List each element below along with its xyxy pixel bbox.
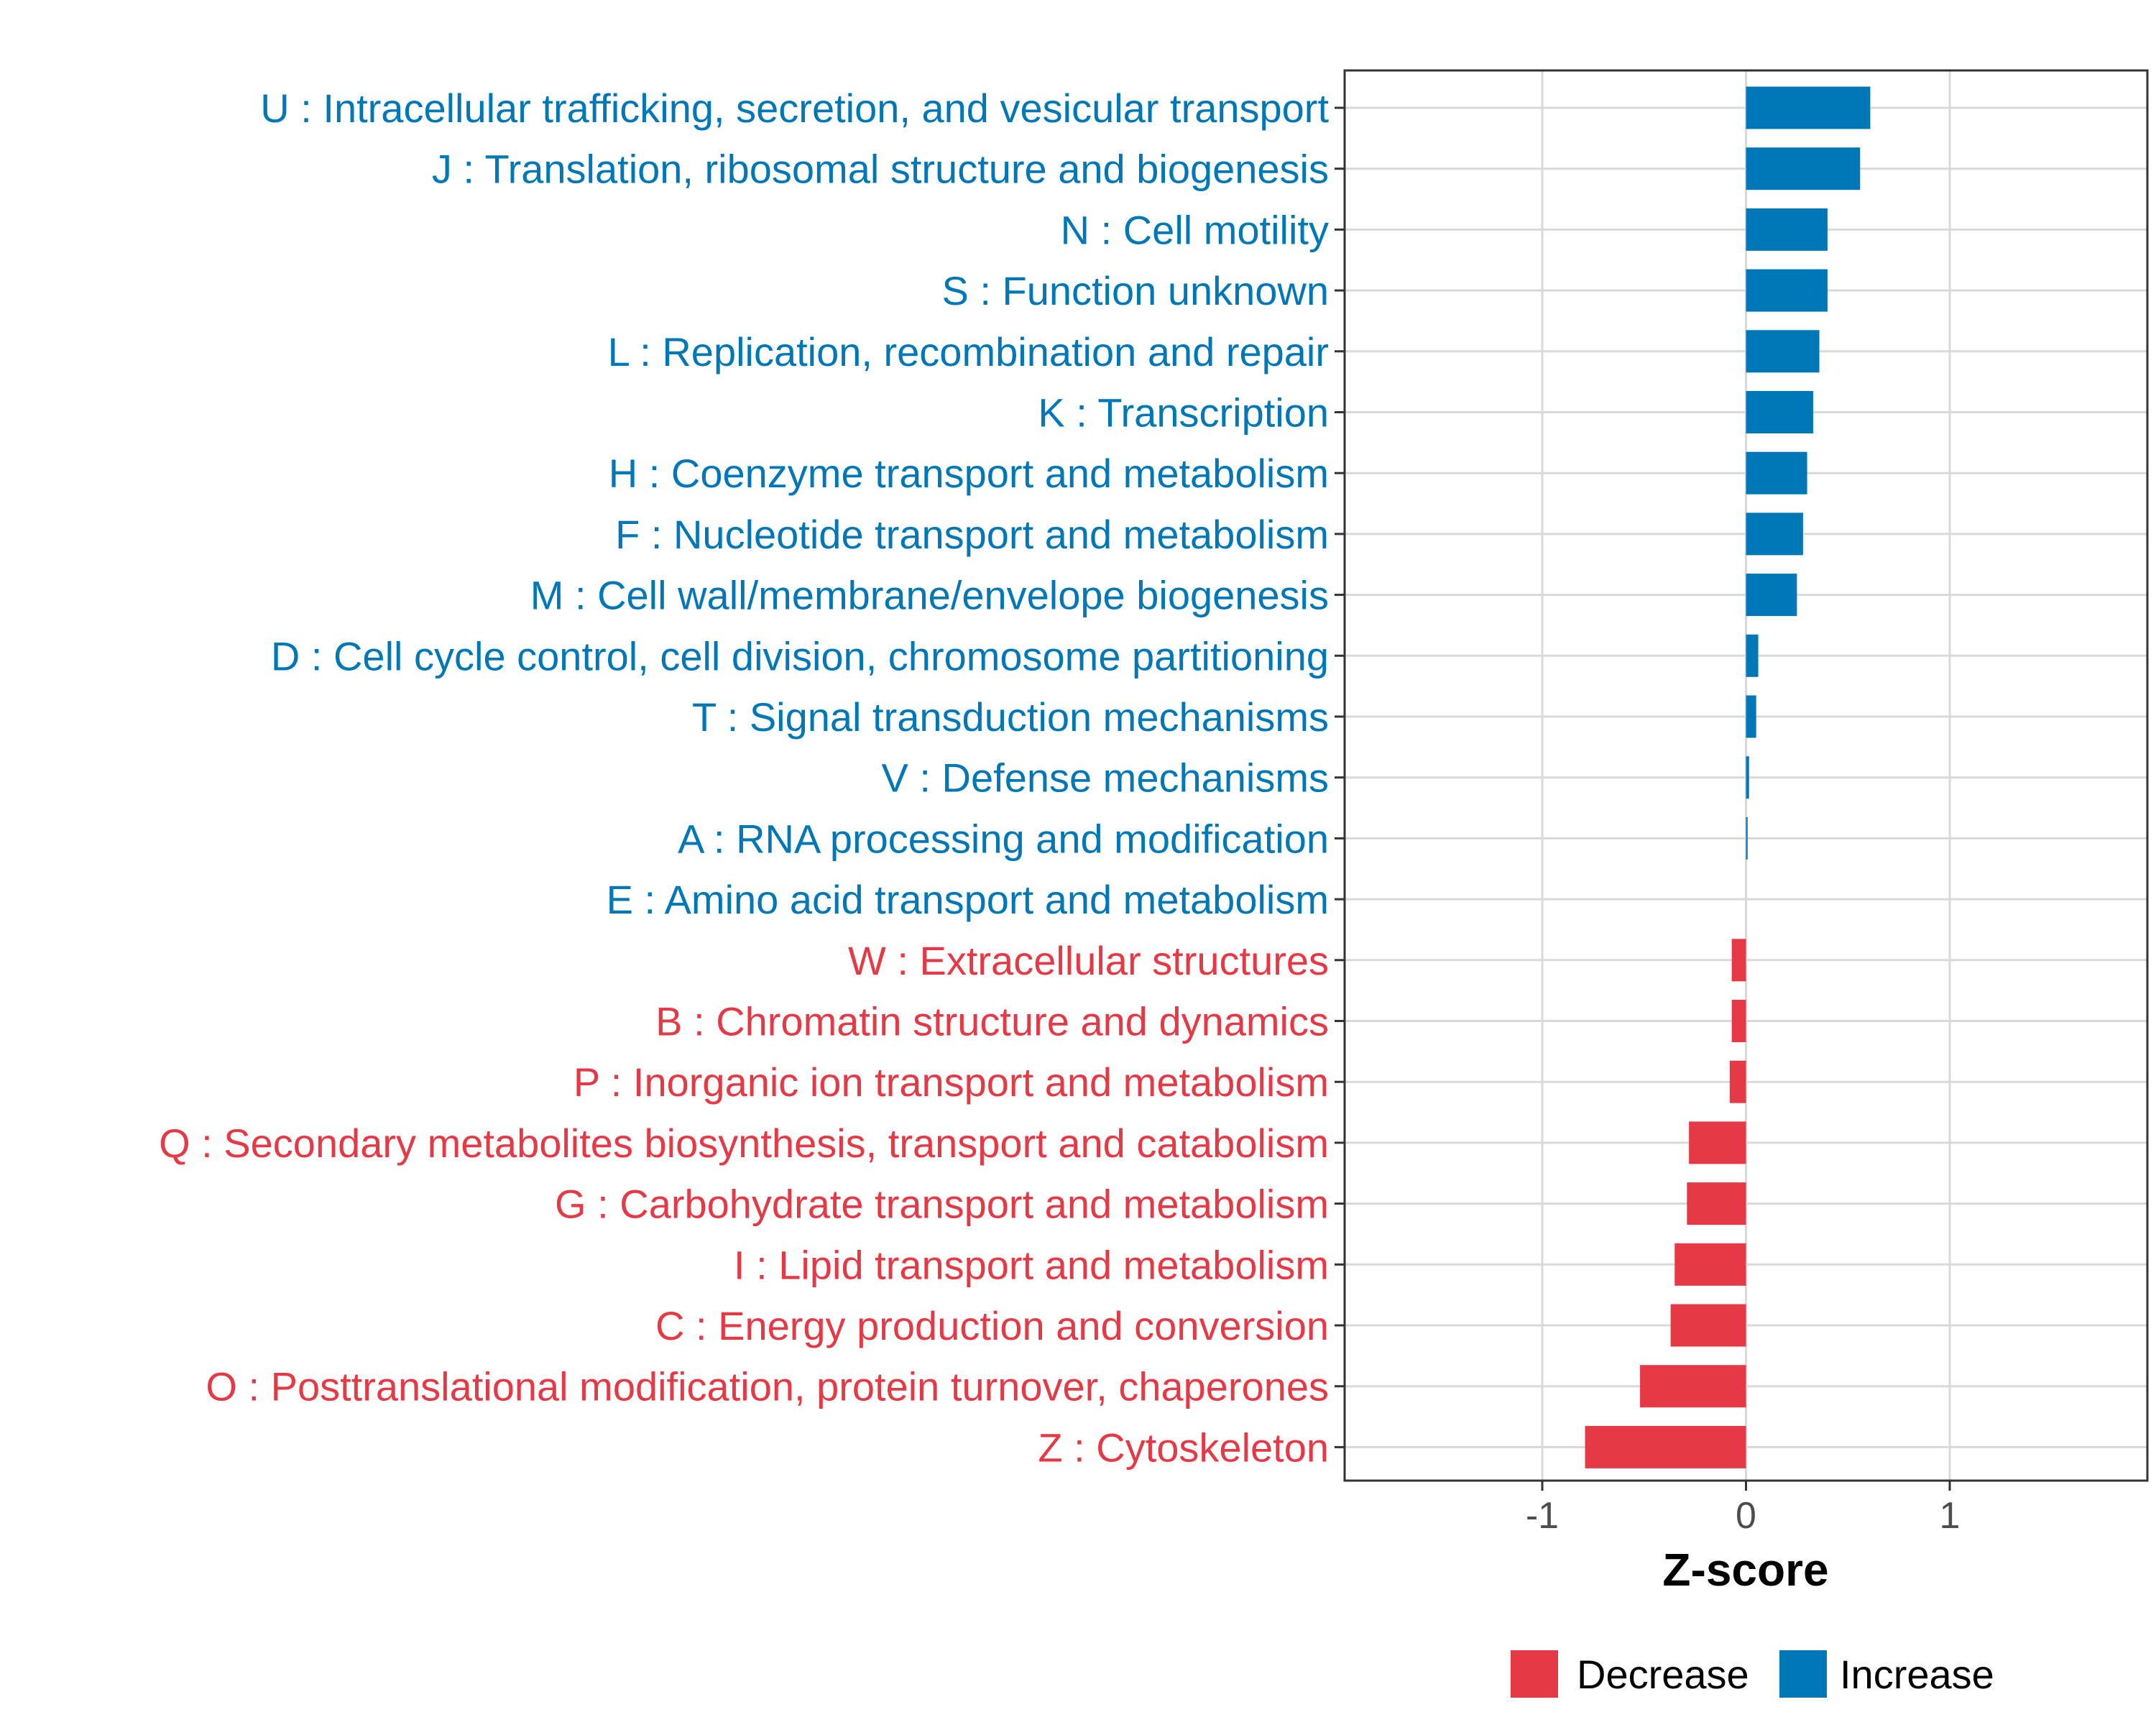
category-label: C : Energy production and conversion xyxy=(655,1303,1329,1348)
bar xyxy=(1687,1182,1746,1225)
y-axis-ticks xyxy=(1335,106,1345,1448)
bar xyxy=(1746,634,1759,677)
category-label: J : Translation, ribosomal structure and… xyxy=(432,147,1329,192)
legend-swatch xyxy=(1511,1650,1558,1698)
bar xyxy=(1746,816,1748,860)
category-label: N : Cell motility xyxy=(1061,207,1329,252)
bars xyxy=(1585,86,1871,1468)
bar xyxy=(1731,939,1746,982)
bar xyxy=(1746,512,1803,556)
bar xyxy=(1746,86,1871,129)
category-label: K : Transcription xyxy=(1038,390,1329,436)
bar xyxy=(1640,1365,1746,1408)
x-axis-title: Z-score xyxy=(1662,1544,1828,1596)
bar xyxy=(1746,147,1861,190)
x-axis-ticks: -1 0 1 xyxy=(1526,1481,1961,1537)
category-label: H : Coenzyme transport and metabolism xyxy=(609,451,1329,496)
category-label: W : Extracellular structures xyxy=(848,938,1329,983)
bar xyxy=(1731,1000,1746,1042)
category-label: A : RNA processing and modification xyxy=(678,816,1329,861)
category-label: O : Posttranslational modification, prot… xyxy=(206,1364,1329,1409)
category-label: U : Intracellular trafficking, secretion… xyxy=(260,86,1329,131)
bar xyxy=(1670,1304,1746,1347)
category-label: V : Defense mechanisms xyxy=(882,755,1329,801)
legend: Decrease Increase xyxy=(1511,1650,1994,1698)
bar xyxy=(1746,451,1807,494)
x-tick-label: 1 xyxy=(1940,1495,1961,1537)
y-axis-category-labels: U : Intracellular trafficking, secretion… xyxy=(159,86,1329,1470)
bar xyxy=(1689,1121,1746,1164)
bar xyxy=(1746,391,1814,433)
bar xyxy=(1746,208,1828,251)
bar xyxy=(1746,330,1820,373)
category-label: P : Inorganic ion transport and metaboli… xyxy=(573,1059,1329,1105)
category-label: M : Cell wall/membrane/envelope biogenes… xyxy=(530,573,1329,618)
bar xyxy=(1746,269,1828,312)
category-label: Z : Cytoskeleton xyxy=(1038,1425,1329,1470)
x-tick-label: -1 xyxy=(1526,1495,1559,1537)
category-label: T : Signal transduction mechanisms xyxy=(692,694,1329,740)
legend-label: Decrease xyxy=(1577,1652,1749,1697)
bar xyxy=(1674,1243,1746,1286)
bar xyxy=(1746,756,1749,799)
category-label: F : Nucleotide transport and metabolism xyxy=(615,512,1329,557)
bar xyxy=(1746,574,1797,617)
category-label: L : Replication, recombination and repai… xyxy=(608,329,1329,374)
category-label: G : Carbohydrate transport and metabolis… xyxy=(555,1182,1329,1227)
bar xyxy=(1585,1425,1746,1468)
legend-swatch xyxy=(1779,1650,1827,1698)
category-label: E : Amino acid transport and metabolism xyxy=(607,877,1329,922)
category-label: I : Lipid transport and metabolism xyxy=(734,1242,1329,1287)
legend-label: Increase xyxy=(1840,1652,1994,1697)
category-label: D : Cell cycle control, cell division, c… xyxy=(271,633,1329,678)
bar xyxy=(1746,695,1756,738)
bar xyxy=(1729,1060,1746,1103)
category-label: S : Function unknown xyxy=(941,268,1329,313)
x-tick-label: 0 xyxy=(1736,1495,1756,1537)
category-label: Q : Secondary metabolites biosynthesis, … xyxy=(159,1121,1329,1166)
category-label: B : Chromatin structure and dynamics xyxy=(655,999,1329,1044)
